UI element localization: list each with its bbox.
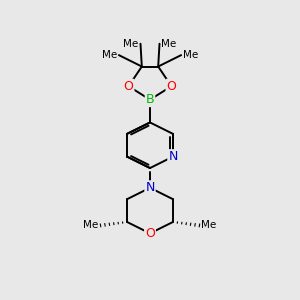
Text: Me: Me [183,50,198,60]
Text: B: B [146,93,154,106]
Text: Me: Me [102,50,117,60]
Text: N: N [168,150,178,163]
Text: Me: Me [201,220,217,230]
Text: O: O [167,80,176,93]
Text: Me: Me [83,220,99,230]
Text: O: O [124,80,134,93]
Text: O: O [145,227,155,240]
Text: Me: Me [161,39,177,49]
Text: N: N [145,181,155,194]
Text: Me: Me [123,39,139,49]
